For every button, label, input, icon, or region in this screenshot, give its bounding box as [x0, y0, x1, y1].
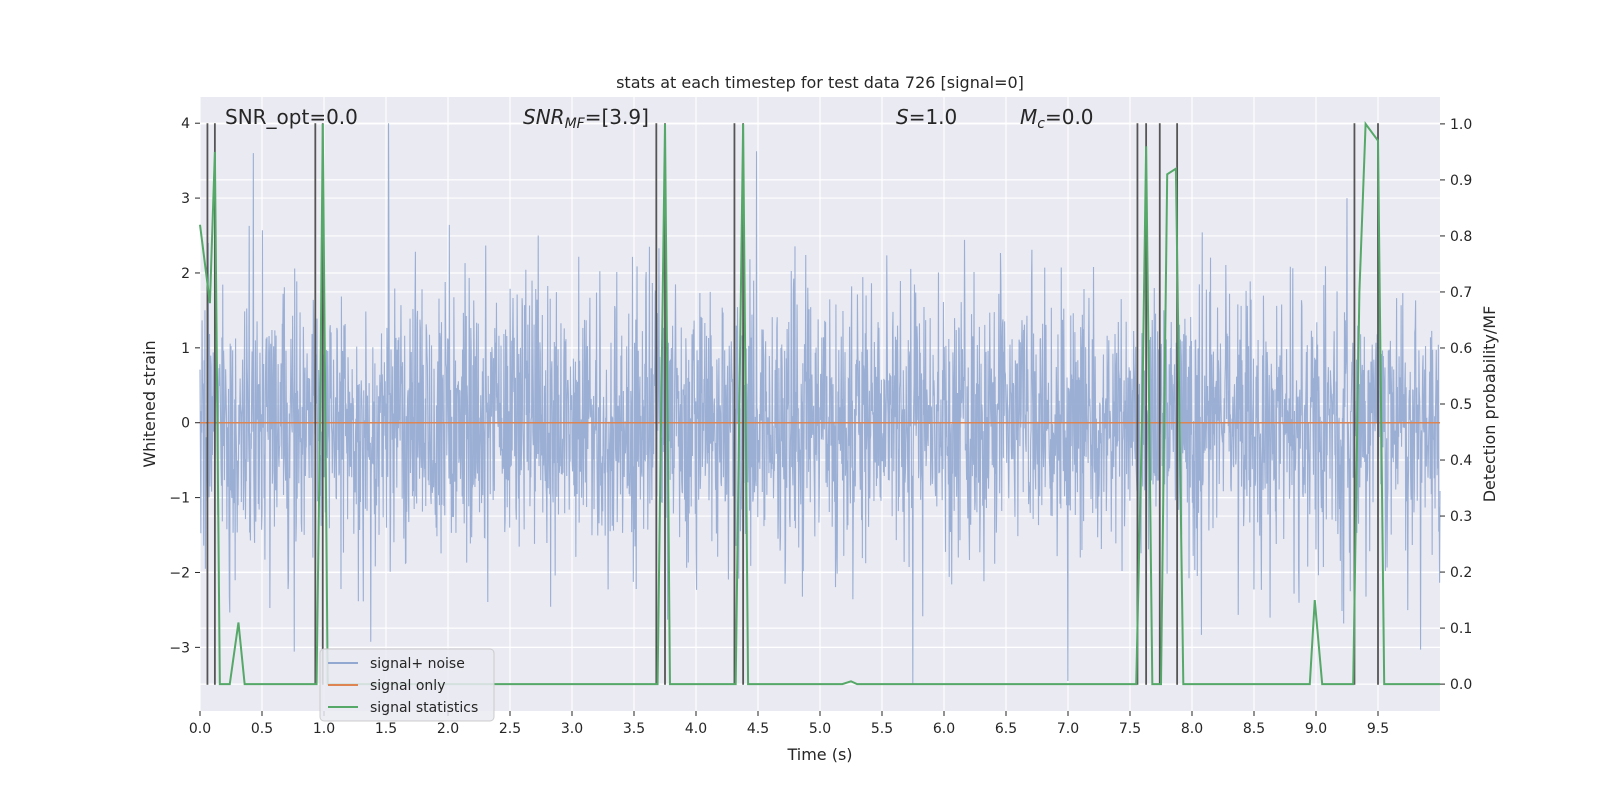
annotation-snr-mf: SNRMF=[3.9] [523, 105, 649, 132]
x-tick-label: 3.0 [561, 721, 583, 737]
annotation-snr-opt: SNR_opt=0.0 [225, 105, 358, 129]
x-tick-label: 8.0 [1181, 721, 1203, 737]
y-tick-label: 2 [181, 266, 190, 282]
y-axis-label: Whitened strain [140, 340, 159, 467]
y-tick-label: 0 [181, 416, 190, 432]
legend-label-signal-noise: signal+ noise [370, 656, 465, 672]
legend-label-signal-statistics: signal statistics [370, 700, 478, 716]
right-y-tick-label: 0.2 [1450, 565, 1472, 581]
x-tick-label: 9.0 [1305, 721, 1327, 737]
y-tick-label: 1 [181, 341, 190, 357]
x-tick-label: 8.5 [1243, 721, 1265, 737]
right-y-tick-label: 0.7 [1450, 285, 1472, 301]
signal-statistics-line [199, 120, 1440, 686]
snr-mf-subscript: MF [565, 116, 586, 132]
x-tick-label: 7.5 [1119, 721, 1141, 737]
right-y-axis-label: Detection probability/MF [1480, 306, 1499, 503]
x-tick-label: 0.5 [251, 721, 273, 737]
annotation-mc: Mc=0.0 [1020, 105, 1094, 132]
x-tick-label: 7.0 [1057, 721, 1079, 737]
x-tick-label: 4.5 [747, 721, 769, 737]
annotation-s: S=1.0 [896, 105, 957, 129]
mc-value: =0.0 [1045, 105, 1094, 129]
y-tick-label: 4 [181, 116, 190, 132]
y-tick-label: −2 [169, 565, 190, 581]
chart-title: stats at each timestep for test data 726… [616, 73, 1024, 92]
snr-mf-value: =[3.9] [585, 105, 649, 129]
y-tick-label: −3 [169, 640, 190, 656]
y-axis-ticks: −3 −2 −1 0 1 2 3 4 [169, 116, 200, 656]
x-tick-label: 3.5 [623, 721, 645, 737]
right-y-tick-label: 0.6 [1450, 341, 1472, 357]
x-tick-label: 2.5 [499, 721, 521, 737]
right-y-tick-label: 0.8 [1450, 229, 1472, 245]
right-y-tick-label: 0.0 [1450, 677, 1472, 693]
signal-noise-series [199, 123, 1441, 685]
x-axis-ticks: 0.0 0.5 1.0 1.5 2.0 2.5 3.0 3.5 4.0 4.5 5.0 5.5 6.0 6… [189, 711, 1389, 737]
x-tick-label: 6.5 [995, 721, 1017, 737]
right-y-tick-label: 1.0 [1450, 117, 1472, 133]
right-y-tick-label: 0.9 [1450, 173, 1472, 189]
right-y-tick-label: 0.4 [1450, 453, 1472, 469]
signal-noise-line [199, 123, 1441, 685]
x-tick-label: 1.5 [375, 721, 397, 737]
y-tick-label: 3 [181, 191, 190, 207]
mc-symbol: M [1020, 105, 1037, 129]
right-y-tick-label: 0.5 [1450, 397, 1472, 413]
right-y-tick-label: 0.3 [1450, 509, 1472, 525]
x-tick-label: 6.0 [933, 721, 955, 737]
legend-label-signal-only: signal only [370, 678, 445, 694]
legend: signal+ noise signal only signal statist… [319, 648, 495, 722]
x-tick-label: 0.0 [189, 721, 211, 737]
signal-statistics-series [199, 120, 1440, 686]
x-tick-label: 1.0 [313, 721, 335, 737]
y-tick-label: −1 [169, 491, 190, 507]
right-y-tick-label: 0.1 [1450, 621, 1472, 637]
legend-box [319, 648, 495, 722]
x-axis-label: Time (s) [786, 745, 852, 764]
x-tick-label: 4.0 [685, 721, 707, 737]
s-value: =1.0 [909, 105, 958, 129]
snr-mf-symbol: SNR [523, 105, 565, 129]
mc-subscript: c [1037, 116, 1045, 132]
right-y-axis-ticks: 0.0 0.1 0.2 0.3 0.4 0.5 0.6 0.7 0.8 0.9 1.0 [1440, 117, 1472, 693]
s-symbol: S [896, 105, 909, 129]
x-tick-label: 9.5 [1367, 721, 1389, 737]
x-tick-label: 5.5 [871, 721, 893, 737]
x-tick-label: 5.0 [809, 721, 831, 737]
x-tick-label: 2.0 [437, 721, 459, 737]
